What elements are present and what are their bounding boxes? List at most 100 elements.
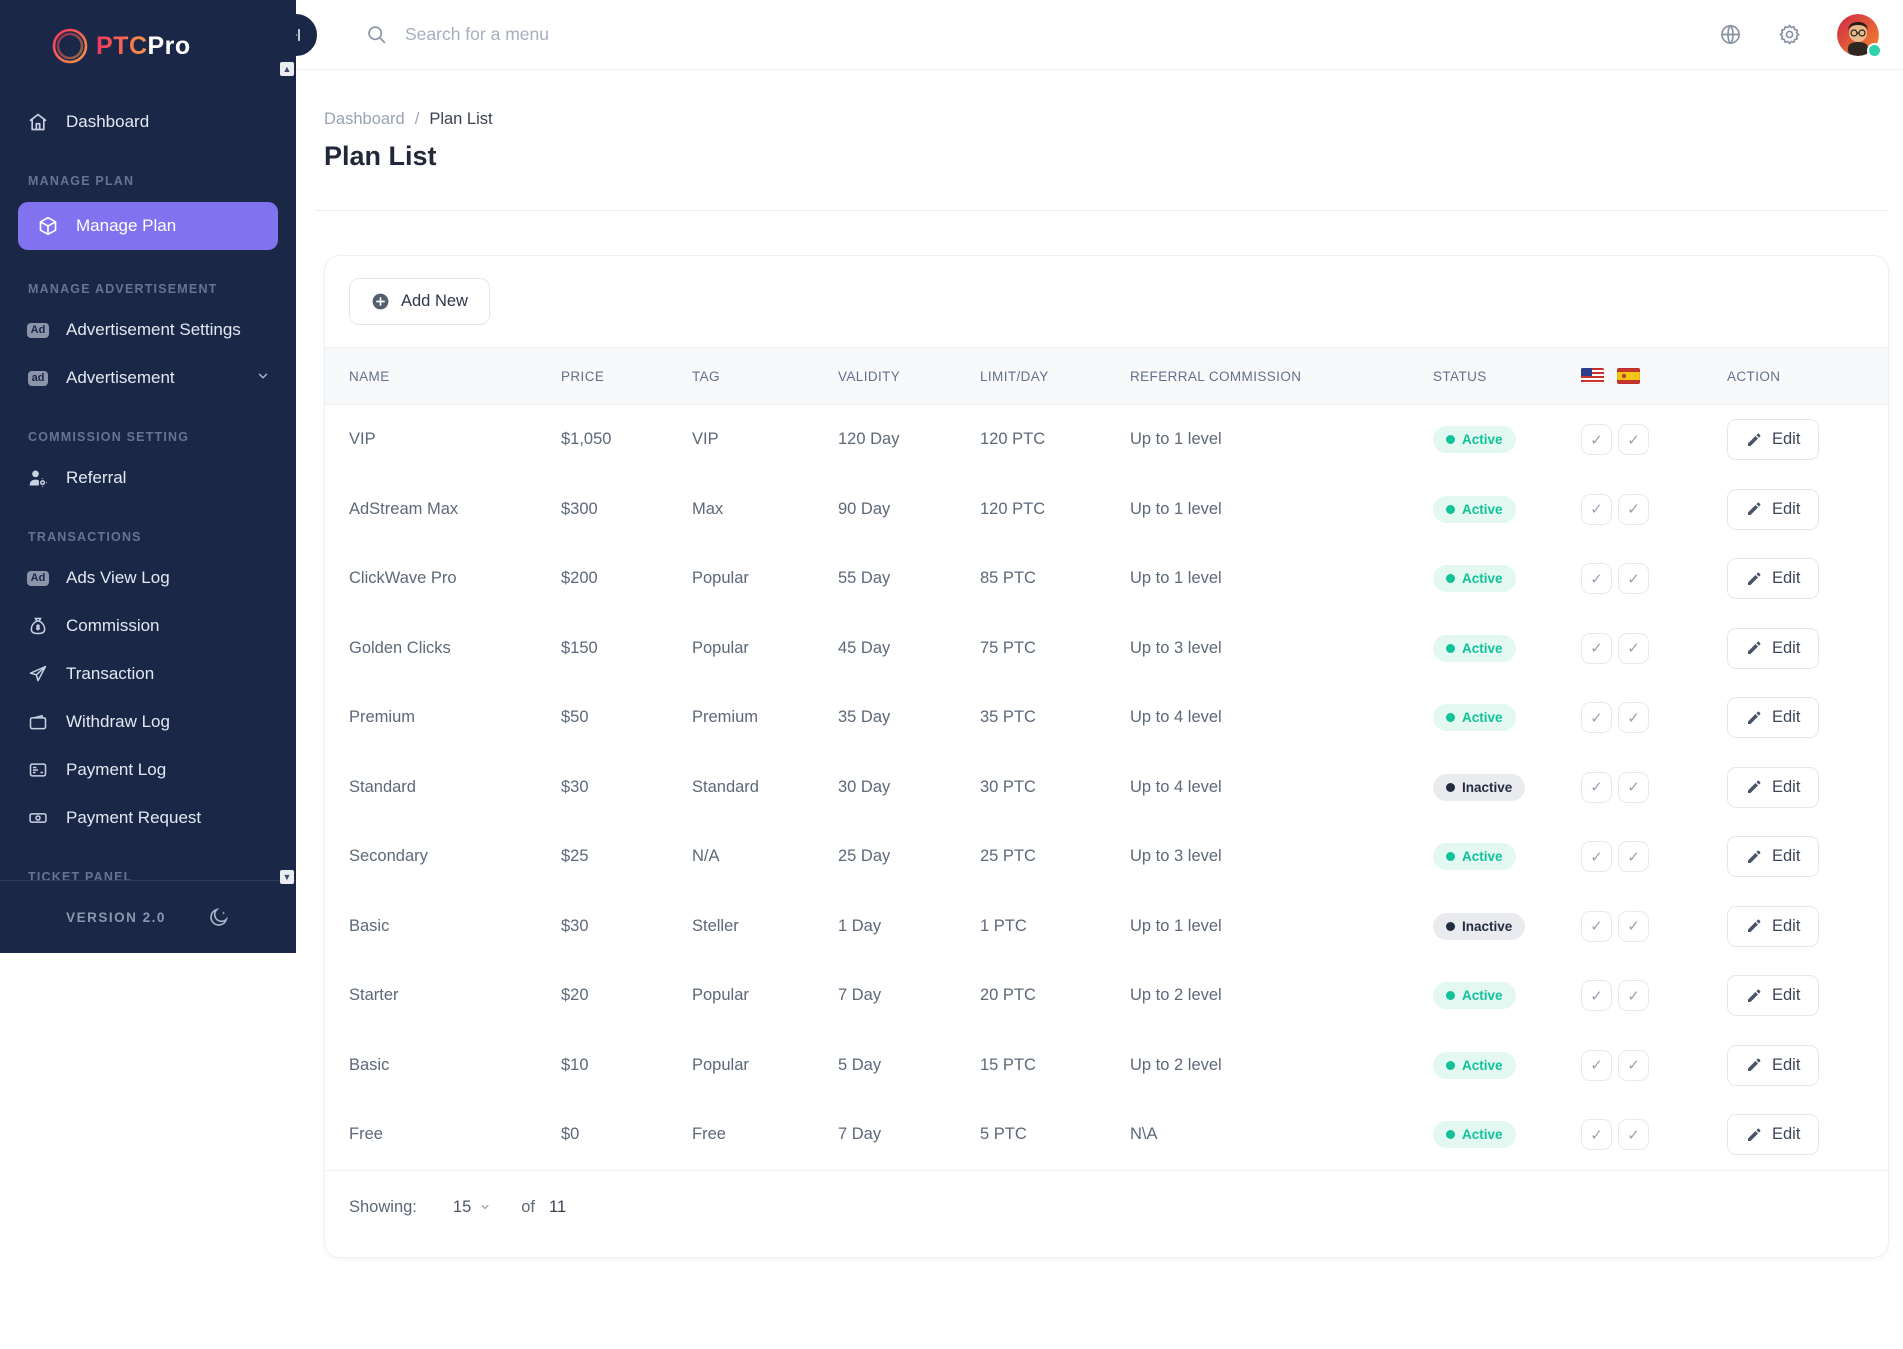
- us-translation-check-button[interactable]: ✓: [1581, 563, 1612, 595]
- sidebar-item-commission[interactable]: Commission: [0, 602, 296, 650]
- status-badge: Active: [1433, 1051, 1516, 1079]
- edit-button[interactable]: Edit: [1727, 488, 1820, 530]
- us-translation-check-button[interactable]: ✓: [1581, 1049, 1612, 1081]
- chevron-down-icon: [479, 1201, 491, 1213]
- sidebar-item-advertisement[interactable]: ad Advertisement: [0, 354, 296, 402]
- us-translation-check-button[interactable]: ✓: [1581, 493, 1612, 525]
- sidebar-item-payment-request[interactable]: Payment Request: [0, 794, 296, 842]
- edit-button[interactable]: Edit: [1727, 766, 1820, 808]
- sidebar-scrollbar[interactable]: ▲ ▼: [279, 62, 295, 884]
- sidebar-item-withdraw-log[interactable]: Withdraw Log: [0, 698, 296, 746]
- sidebar-item-transaction[interactable]: Transaction: [0, 650, 296, 698]
- es-translation-check-button[interactable]: ✓: [1618, 563, 1649, 595]
- edit-button[interactable]: Edit: [1727, 975, 1820, 1017]
- sidebar-item-manage-plan[interactable]: Manage Plan: [18, 202, 278, 250]
- us-translation-check-button[interactable]: ✓: [1581, 424, 1612, 456]
- status-dot-icon: [1446, 782, 1455, 792]
- plan-validity: 1 Day: [838, 916, 882, 935]
- pencil-icon: [1746, 432, 1762, 448]
- us-translation-check-button[interactable]: ✓: [1581, 632, 1612, 664]
- edit-button[interactable]: Edit: [1727, 1044, 1820, 1086]
- us-flag-icon: [1581, 368, 1604, 384]
- sidebar-item-referral[interactable]: Referral: [0, 454, 296, 502]
- language-toggles: ✓ ✓: [1581, 910, 1727, 942]
- breadcrumb-dashboard-link[interactable]: Dashboard: [324, 110, 405, 128]
- plan-tag: Steller: [692, 916, 739, 935]
- table-row: Golden Clicks $150 Popular 45 Day 75 PTC…: [325, 614, 1888, 684]
- plan-price: $0: [561, 1125, 580, 1144]
- es-translation-check-button[interactable]: ✓: [1618, 910, 1649, 942]
- status-cell: Active: [1433, 426, 1581, 454]
- language-toggles: ✓ ✓: [1581, 632, 1727, 664]
- col-header-status: STATUS: [1433, 368, 1487, 384]
- es-translation-check-button[interactable]: ✓: [1618, 841, 1649, 873]
- language-toggles: ✓ ✓: [1581, 702, 1727, 734]
- es-translation-check-button[interactable]: ✓: [1618, 702, 1649, 734]
- edit-button[interactable]: Edit: [1727, 905, 1820, 947]
- sidebar-item-advertisement-settings[interactable]: Ad Advertisement Settings: [0, 306, 296, 354]
- es-translation-check-button[interactable]: ✓: [1618, 1049, 1649, 1081]
- scroll-up-icon[interactable]: ▲: [280, 62, 294, 76]
- language-globe-icon[interactable]: [1719, 23, 1742, 46]
- es-translation-check-button[interactable]: ✓: [1618, 493, 1649, 525]
- sidebar-item-ads-view-log[interactable]: Ad Ads View Log: [0, 554, 296, 602]
- plan-validity: 30 Day: [838, 777, 891, 796]
- plan-referral-commission: Up to 4 level: [1130, 777, 1222, 796]
- us-translation-check-button[interactable]: ✓: [1581, 910, 1612, 942]
- edit-button[interactable]: Edit: [1727, 558, 1820, 600]
- edit-button[interactable]: Edit: [1727, 1114, 1820, 1156]
- edit-button[interactable]: Edit: [1727, 697, 1820, 739]
- us-translation-check-button[interactable]: ✓: [1581, 771, 1612, 803]
- chevron-down-icon: [256, 368, 270, 388]
- status-dot-icon: [1446, 991, 1455, 1001]
- es-translation-check-button[interactable]: ✓: [1618, 632, 1649, 664]
- pencil-icon: [1746, 1127, 1762, 1143]
- status-dot-icon: [1446, 643, 1455, 653]
- es-translation-check-button[interactable]: ✓: [1618, 424, 1649, 456]
- es-flag-icon: [1617, 368, 1640, 384]
- scroll-down-icon[interactable]: ▼: [280, 870, 294, 884]
- status-dot-icon: [1446, 504, 1455, 514]
- table-row: Basic $10 Popular 5 Day 15 PTC Up to 2 l…: [325, 1031, 1888, 1101]
- user-avatar[interactable]: [1837, 13, 1882, 58]
- es-translation-check-button[interactable]: ✓: [1618, 980, 1649, 1012]
- edit-button[interactable]: Edit: [1727, 836, 1820, 878]
- us-translation-check-button[interactable]: ✓: [1581, 702, 1612, 734]
- plan-limit: 15 PTC: [980, 1055, 1036, 1074]
- sidebar-item-payment-log[interactable]: Payment Log: [0, 746, 296, 794]
- status-label: Active: [1462, 1127, 1503, 1143]
- plan-price: $150: [561, 638, 598, 657]
- us-translation-check-button[interactable]: ✓: [1581, 841, 1612, 873]
- es-translation-check-button[interactable]: ✓: [1618, 1119, 1649, 1151]
- us-translation-check-button[interactable]: ✓: [1581, 980, 1612, 1012]
- table-row: Secondary $25 N/A 25 Day 25 PTC Up to 3 …: [325, 822, 1888, 892]
- per-page-select[interactable]: 15: [453, 1198, 491, 1217]
- plan-tag: Popular: [692, 986, 749, 1005]
- sidebar-item-dashboard[interactable]: Dashboard: [0, 98, 296, 146]
- pencil-icon: [1746, 918, 1762, 934]
- table-header-row: NAME PRICE TAG VALIDITY LIMIT/DAY REFERR…: [325, 347, 1888, 405]
- action-cell: Edit: [1727, 975, 1864, 1017]
- us-translation-check-button[interactable]: ✓: [1581, 1119, 1612, 1151]
- settings-gear-icon[interactable]: [1778, 23, 1801, 46]
- plan-validity: 7 Day: [838, 1125, 882, 1144]
- plan-name: Premium: [349, 708, 416, 727]
- breadcrumb: Dashboard / Plan List: [324, 110, 1903, 129]
- plan-limit: 120 PTC: [980, 430, 1046, 449]
- plan-validity: 5 Day: [838, 1055, 882, 1074]
- dark-mode-toggle[interactable]: [208, 906, 230, 928]
- search-input[interactable]: [405, 24, 905, 45]
- add-new-button[interactable]: Add New: [349, 278, 490, 325]
- table-row: Free $0 Free 7 Day 5 PTC N\A Active ✓ ✓ …: [325, 1100, 1888, 1170]
- table-toolbar: Add New: [325, 256, 1888, 347]
- app-logo[interactable]: PTCPro: [0, 0, 296, 80]
- edit-button[interactable]: Edit: [1727, 419, 1820, 461]
- es-translation-check-button[interactable]: ✓: [1618, 771, 1649, 803]
- plan-limit: 75 PTC: [980, 638, 1036, 657]
- plan-validity: 35 Day: [838, 708, 891, 727]
- edit-button[interactable]: Edit: [1727, 627, 1820, 669]
- plan-referral-commission: Up to 1 level: [1130, 569, 1222, 588]
- sidebar-item-label: Commission: [66, 616, 160, 635]
- status-cell: Active: [1433, 843, 1581, 871]
- plan-tag: N/A: [692, 847, 720, 866]
